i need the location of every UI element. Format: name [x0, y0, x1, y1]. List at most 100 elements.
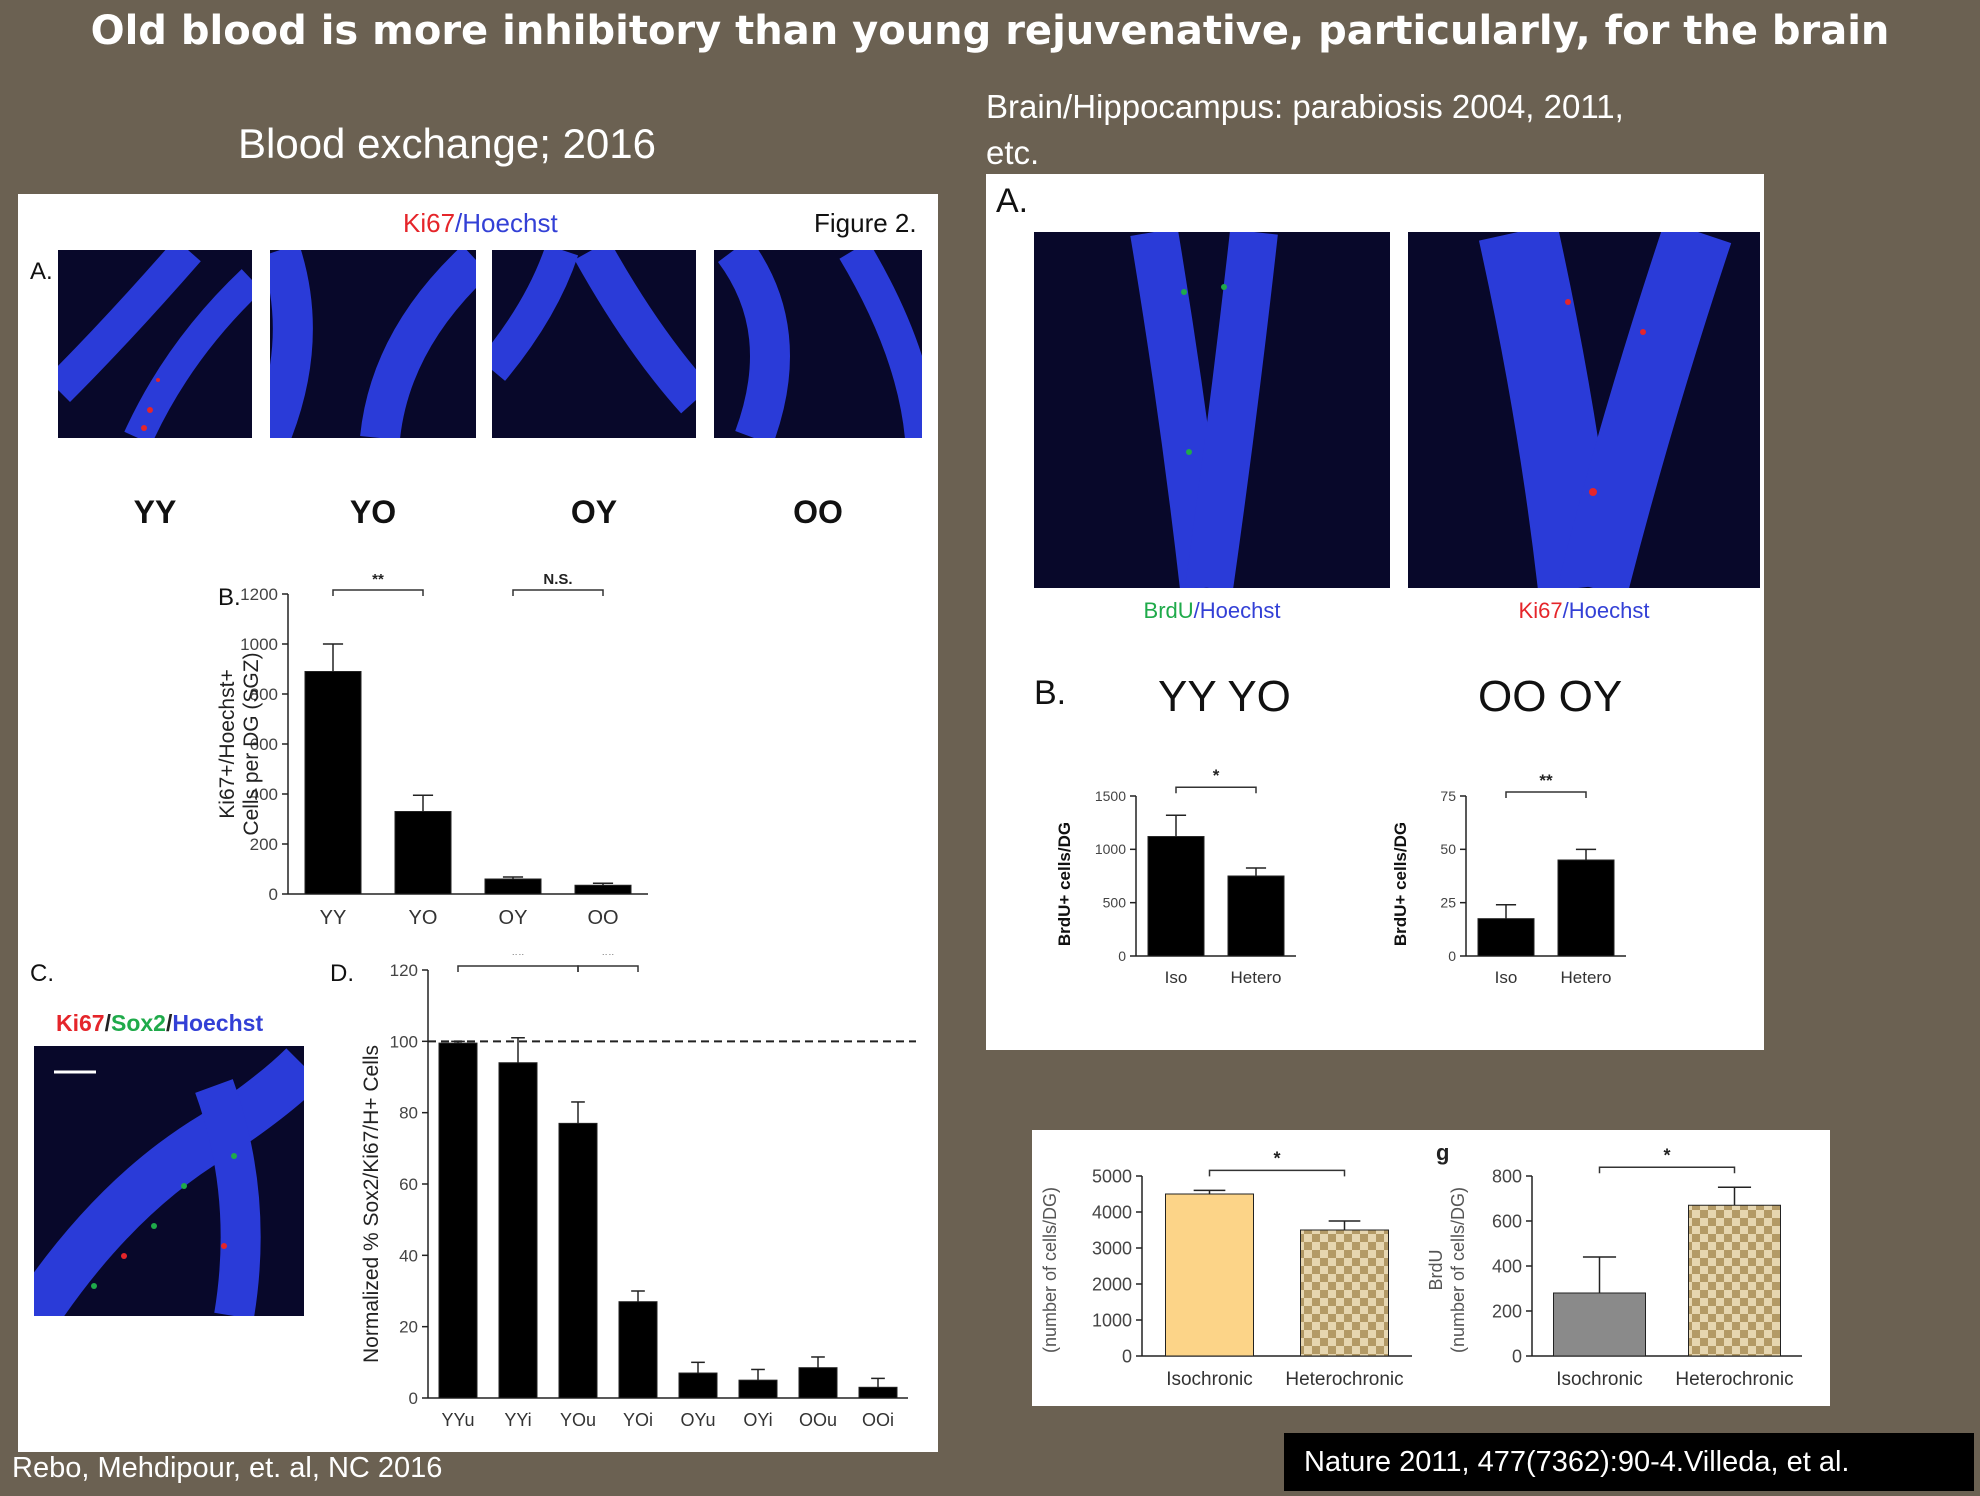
micrograph-yo [270, 250, 476, 438]
bar-OOi [858, 1386, 898, 1399]
micrograph-yo-image [270, 250, 476, 438]
right-citation: Nature 2011, 477(7362):90-4.Villeda, et … [1284, 1433, 1974, 1491]
parabiosis-panel: A. BrdU/Hoechst Ki67/Hoechst B. YY YO OO… [986, 174, 1764, 1050]
y-tick-label: 500 [1103, 895, 1127, 911]
micrograph-yy-image [58, 250, 252, 438]
significance-bracket [1598, 1166, 1736, 1174]
category-label: Isochronic [1166, 1369, 1253, 1390]
bar-YY [304, 671, 362, 895]
significance-label: * [1273, 1148, 1280, 1168]
brdu-stain: BrdU [1143, 598, 1194, 623]
chart-parabiosis-young: 0 500 1000 1500 Iso Hetero * BrdU+ cells/DG [1055, 766, 1296, 987]
micrograph-c [34, 1046, 304, 1316]
ki67-stain-caption: Ki67/Hoechst [1408, 598, 1760, 624]
stain-legend-a: Ki67/Hoechst [403, 208, 558, 239]
y-tick-label: 2000 [1092, 1274, 1132, 1294]
category-label: Iso [1495, 968, 1518, 987]
bar-Isochronic [1553, 1292, 1646, 1357]
chart-villeda-f: 0 1000 2000 3000 4000 5000 Isochronic Heterochr… [1040, 1148, 1412, 1390]
slide-title: Old blood is more inhibitory than young … [90, 8, 1890, 54]
bar-YOi [618, 1301, 658, 1399]
chart-fig2B: 0 200 400 600 800 1000 1200 YY YO OY OO ** N.S. Ki67+… [216, 571, 648, 929]
stain-hoechst: Hoechst [462, 208, 558, 238]
micrograph-ki67 [1408, 232, 1760, 588]
category-label: OOu [799, 1410, 837, 1430]
y-tick-label: 120 [390, 961, 418, 980]
y-tick-label: 0 [1118, 948, 1126, 964]
significance-bracket [1208, 1169, 1346, 1177]
y-tick-label: 0 [1448, 948, 1456, 964]
bar-YO [394, 811, 452, 895]
y-tick-label: 3000 [1092, 1238, 1132, 1258]
category-label: YYu [441, 1410, 474, 1430]
micrograph-brdu-image [1130, 232, 1278, 588]
left-citation: Rebo, Mehdipour, et. al, NC 2016 [12, 1452, 443, 1484]
category-label: Hetero [1230, 968, 1281, 987]
y-tick-label: 600 [250, 735, 278, 754]
right-subtitle: Brain/Hippocampus: parabiosis 2004, 2011… [986, 84, 1624, 176]
bar-Hetero [1557, 859, 1615, 957]
chart-parabiosis-old: 0 25 50 75 Iso Hetero ** BrdU+ cells/DG [1391, 771, 1626, 987]
y-tick-label: 4000 [1092, 1202, 1132, 1222]
micrograph-c-image [34, 1048, 304, 1316]
bar-YYi [498, 1062, 538, 1399]
micrograph-ki67-image [1478, 232, 1732, 588]
c-stain-ki67: Ki67 [56, 1010, 105, 1036]
y-tick-label: 50 [1440, 841, 1456, 857]
category-label: Hetero [1560, 968, 1611, 987]
category-label: YOi [623, 1410, 653, 1430]
brdu-stain-caption: BrdU/Hoechst [1034, 598, 1390, 624]
bar-Heterochronic [1300, 1229, 1389, 1357]
bar-Hetero [1227, 875, 1285, 957]
significance-bracket [1505, 791, 1587, 798]
category-label: Heterochronic [1285, 1369, 1403, 1390]
micrograph-oo [714, 250, 922, 438]
ki67-slash: / [1562, 598, 1569, 623]
ki67-hoechst: Hoechst [1568, 598, 1650, 623]
micrograph-label-oy: OY [570, 494, 618, 530]
y-tick-label: 1000 [240, 635, 278, 654]
y-axis-title-line1: Ki67+/Hoechst+ [216, 669, 239, 818]
category-label: Heterochronic [1675, 1369, 1793, 1390]
micrograph-oo-image [717, 250, 922, 438]
y-tick-label: 400 [1492, 1256, 1522, 1276]
significance-label: ** [1539, 771, 1553, 790]
c-slash-1: / [104, 1010, 111, 1036]
significance-bracket [457, 965, 579, 972]
category-label: YO [409, 907, 438, 929]
y-tick-label: 60 [399, 1175, 418, 1194]
micrograph-oy-image [492, 250, 696, 414]
y-axis-title: BrdU+ cells/DG [1391, 822, 1410, 946]
y-axis-title-line2: Cells per DG (SGZ) [240, 652, 263, 835]
stain-ki67: Ki67 [403, 208, 456, 238]
stain-legend-c: Ki67/Sox2/Hoechst [56, 1010, 263, 1037]
significance-label: ** [372, 571, 384, 588]
significance-label: * [1213, 766, 1220, 785]
villeda-panel: 0 1000 2000 3000 4000 5000 Isochronic Heterochr… [1032, 1130, 1830, 1406]
y-tick-label: 0 [1512, 1346, 1522, 1366]
y-axis-title: Normalized % Sox2/Ki67/H+ Cells [360, 1045, 383, 1363]
panel-d-label: D. [330, 960, 354, 987]
category-label: OY [499, 907, 528, 929]
y-axis-title: (number of cells/DG) [1040, 1187, 1060, 1353]
figure2-panel: Ki67/Hoechst Figure 2. A. YY YO OY OO B.… [18, 194, 938, 1452]
category-label: Iso [1165, 968, 1188, 987]
right-panel-a-label: A. [996, 182, 1029, 220]
y-tick-label: 400 [250, 785, 278, 804]
category-label: OYu [680, 1410, 715, 1430]
c-stain-sox2: Sox2 [110, 1010, 166, 1036]
y-tick-label: 40 [399, 1246, 418, 1265]
bar-OYi [738, 1379, 778, 1399]
y-tick-label: 75 [1440, 788, 1456, 804]
brdu-hoechst: Hoechst [1199, 598, 1281, 623]
chart-fig2D: 0 20 40 60 80 100 120 YYu YYi YOu YOi OYu OYi OOu OOi *… [360, 954, 916, 1430]
category-label: OYi [743, 1410, 772, 1430]
ki67-stain: Ki67 [1518, 598, 1563, 623]
bar-OOu [798, 1367, 838, 1399]
category-label: Isochronic [1556, 1369, 1643, 1390]
y-tick-label: 200 [250, 835, 278, 854]
chart-villeda-g: 0 200 400 600 800 Isochronic Heterochronic * Brd… [1426, 1140, 1802, 1390]
group1-title: YY YO [1158, 672, 1291, 721]
brdu-slash: / [1193, 598, 1200, 623]
micrograph-oy [492, 250, 696, 438]
